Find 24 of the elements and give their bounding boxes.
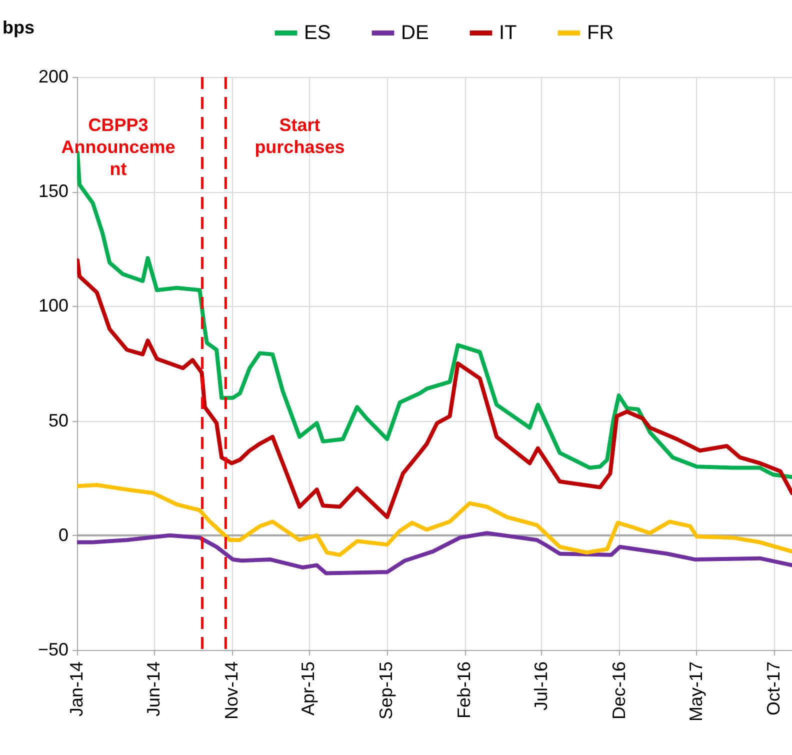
x-tick-label: Jun-14: [143, 662, 164, 717]
y-axis-title: bps: [2, 18, 35, 38]
x-tick-label: Nov-14: [221, 662, 242, 720]
y-tick-label: 150: [38, 181, 68, 202]
y-tick-label: 100: [38, 296, 68, 316]
y-tick-label: 0: [58, 524, 68, 545]
line-series: [77, 258, 792, 520]
ref-line-label: Start purchases: [254, 115, 345, 157]
ref-line-label: CBPP3 Announceme nt: [61, 115, 176, 179]
y-tick-label: 200: [38, 66, 68, 86]
x-tick-label: Oct-17: [764, 662, 784, 716]
x-tick-label: Dec-16: [608, 662, 629, 720]
x-tick-label: Feb-16: [454, 662, 474, 719]
x-tick-label: May-17: [686, 662, 706, 722]
y-tick-label: −50: [38, 640, 68, 660]
x-tick-label: Jan-14: [66, 662, 86, 717]
legend-label: ES: [304, 22, 331, 44]
x-tick-label: Sep-15: [376, 662, 396, 720]
legend-label: DE: [401, 22, 429, 44]
legend-label: IT: [499, 22, 517, 44]
y-tick-label: 50: [48, 410, 68, 430]
x-tick-label: Apr-15: [298, 662, 318, 716]
legend-label: FR: [587, 22, 614, 44]
x-tick-label: Jul-16: [530, 662, 551, 711]
